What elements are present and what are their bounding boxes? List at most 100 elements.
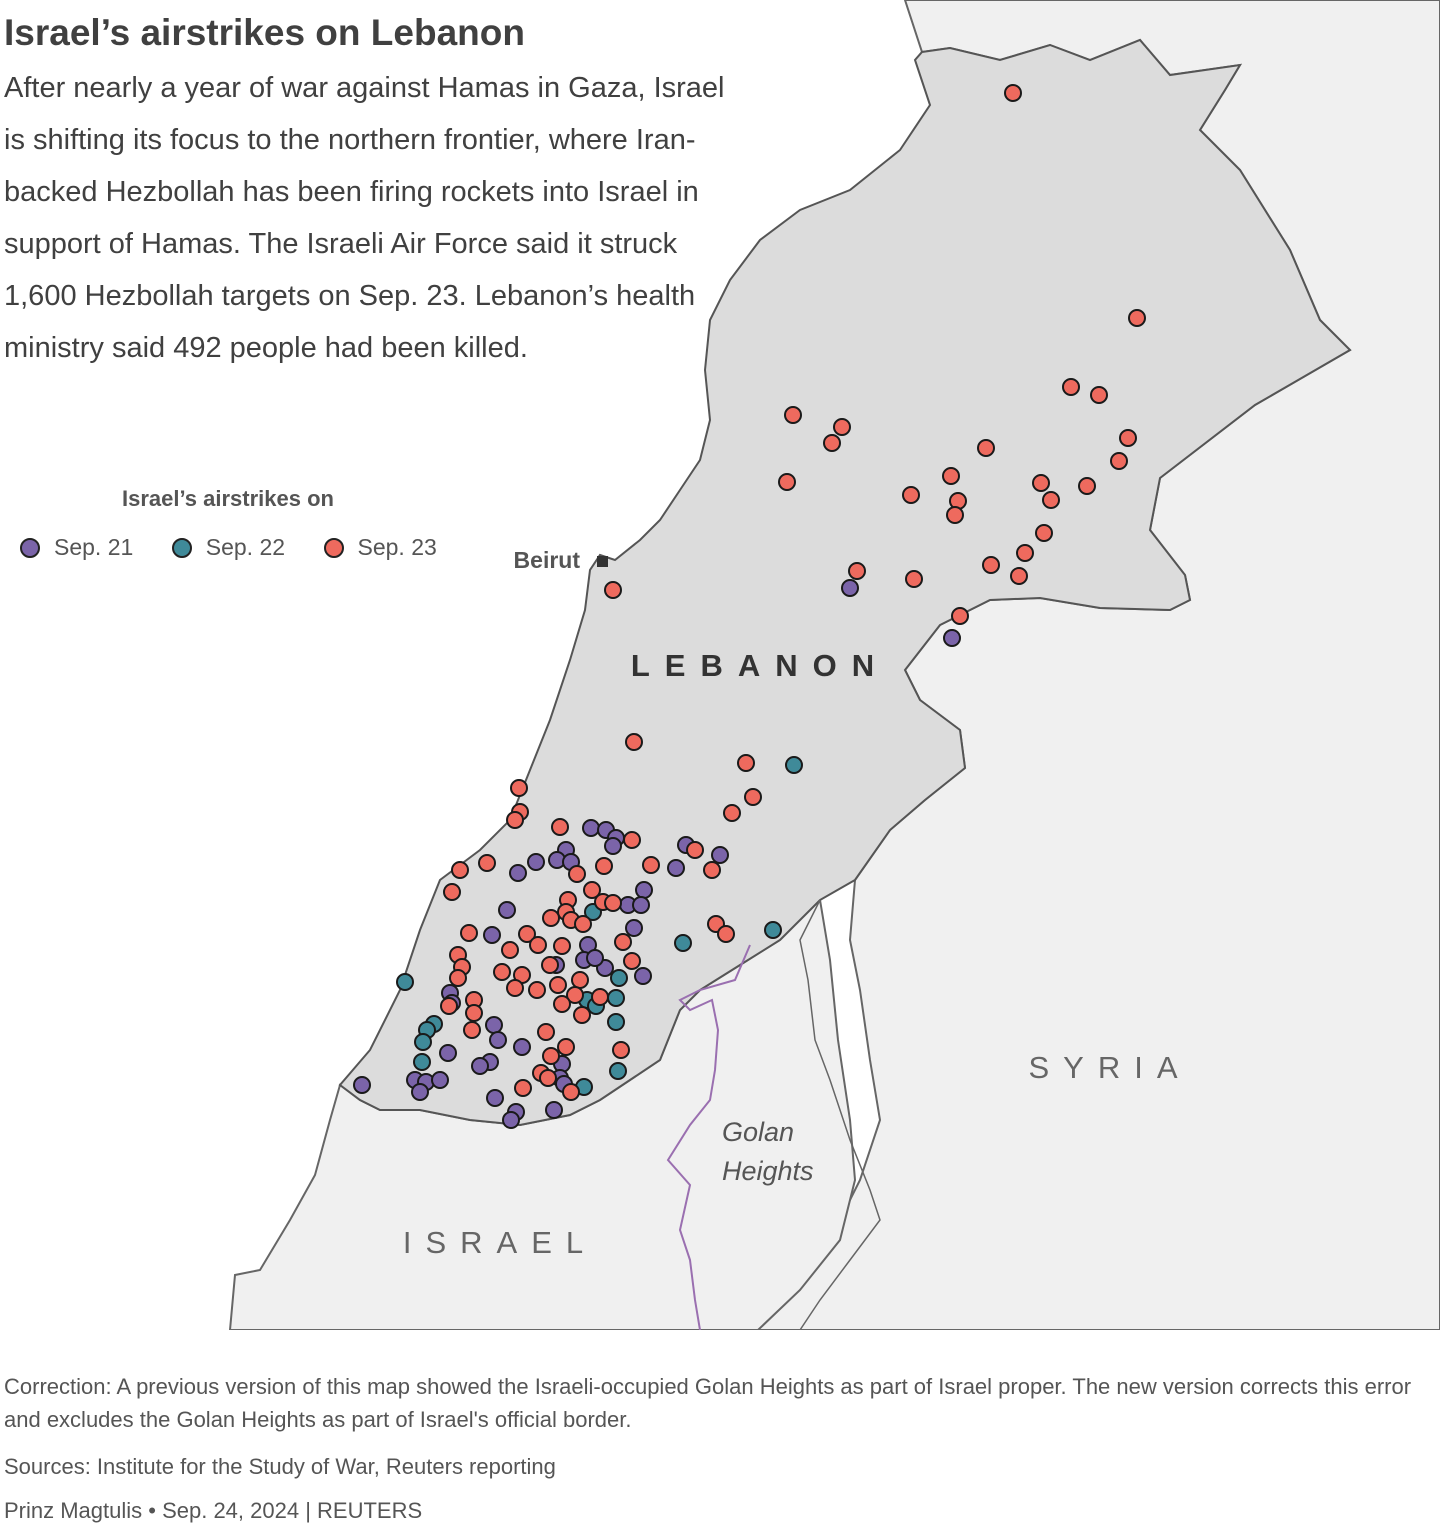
strike-marker-sep22 [607, 989, 625, 1007]
strike-marker-sep23 [737, 754, 755, 772]
legend-label-sep23: Sep. 23 [357, 534, 437, 560]
strike-marker-sep23 [463, 1021, 481, 1039]
page-title: Israel’s airstrikes on Lebanon [4, 12, 525, 53]
legend-item-sep22: Sep. 22 [171, 534, 285, 561]
strike-marker-sep23 [562, 1083, 580, 1101]
strike-marker-sep21 [509, 864, 527, 882]
lebanon-label: LEBANON [631, 648, 889, 683]
strike-marker-sep23 [506, 811, 524, 829]
strike-marker-sep23 [528, 981, 546, 999]
strike-marker-sep21 [411, 1083, 429, 1101]
strike-marker-sep23 [539, 1069, 557, 1087]
strike-marker-sep23 [982, 556, 1000, 574]
syria-label: SYRIA [1028, 1050, 1191, 1085]
strike-marker-sep23 [1042, 491, 1060, 509]
sources-note: Sources: Institute for the Study of War,… [4, 1454, 556, 1479]
strike-marker-sep21 [586, 949, 604, 967]
strike-marker-sep22 [609, 1062, 627, 1080]
strike-marker-sep23 [902, 486, 920, 504]
strike-marker-sep23 [460, 924, 478, 942]
strike-marker-sep21 [841, 579, 859, 597]
strike-marker-sep22 [413, 1053, 431, 1071]
strike-marker-sep23 [553, 995, 571, 1013]
strike-marker-sep23 [449, 969, 467, 987]
correction-note: Correction: A previous version of this m… [4, 1374, 1412, 1432]
strike-marker-sep23 [625, 733, 643, 751]
strike-marker-sep23 [623, 831, 641, 849]
strike-marker-sep23 [493, 963, 511, 981]
golan-heights-label-line1: Golan [722, 1117, 794, 1147]
strike-marker-sep21 [943, 629, 961, 647]
strike-marker-sep23 [553, 937, 571, 955]
strike-marker-sep23 [573, 1006, 591, 1024]
strike-marker-sep23 [451, 861, 469, 879]
map: LEBANON SYRIA ISRAEL Golan Heights Beiru… [228, 0, 1440, 1330]
strike-marker-sep23 [518, 925, 536, 943]
strike-marker-sep21 [527, 853, 545, 871]
strike-marker-sep21 [431, 1071, 449, 1089]
strike-marker-sep23 [501, 941, 519, 959]
strike-marker-sep21 [625, 919, 643, 937]
strike-marker-sep23 [905, 570, 923, 588]
strike-marker-sep23 [542, 1047, 560, 1065]
golan-heights-east-boundary [799, 899, 881, 1330]
strike-marker-sep23 [443, 883, 461, 901]
strike-marker-sep23 [557, 1038, 575, 1056]
israel-label: ISRAEL [403, 1225, 597, 1260]
credit-line: Prinz Magtulis • Sep. 24, 2024 | REUTERS [4, 1498, 423, 1523]
beirut-marker [597, 556, 608, 567]
strike-marker-sep23 [942, 467, 960, 485]
strike-marker-sep23 [568, 865, 586, 883]
strike-marker-sep21 [353, 1076, 371, 1094]
strike-marker-sep21 [513, 1038, 531, 1056]
strike-marker-sep21 [489, 1031, 507, 1049]
legend-label-sep21: Sep. 21 [54, 534, 134, 560]
strike-marker-sep23 [612, 1041, 630, 1059]
strike-marker-sep23 [604, 894, 622, 912]
strike-marker-sep23 [542, 909, 560, 927]
strike-marker-sep23 [465, 1004, 483, 1022]
legend-items: Sep. 21 Sep. 22 Sep. 23 [20, 534, 471, 563]
strike-marker-sep21 [604, 837, 622, 855]
strike-marker-sep23 [848, 562, 866, 580]
strike-marker-sep21 [634, 967, 652, 985]
strike-marker-sep23 [591, 988, 609, 1006]
strike-marker-sep23 [823, 434, 841, 452]
strike-marker-sep23 [1090, 386, 1108, 404]
strike-marker-sep21 [711, 846, 729, 864]
strike-marker-sep23 [549, 976, 567, 994]
strike-marker-sep23 [642, 856, 660, 874]
strike-marker-sep21 [498, 901, 516, 919]
strike-marker-sep23 [506, 979, 524, 997]
strike-marker-sep23 [977, 439, 995, 457]
strike-marker-sep21 [545, 1101, 563, 1119]
strike-marker-sep23 [1078, 477, 1096, 495]
strike-marker-sep21 [486, 1089, 504, 1107]
strike-marker-sep23 [537, 1023, 555, 1041]
strike-marker-sep23 [703, 861, 721, 879]
strike-marker-sep23 [686, 841, 704, 859]
strike-marker-sep23 [1032, 474, 1050, 492]
strike-marker-sep22 [764, 921, 782, 939]
strike-marker-sep23 [1119, 429, 1137, 447]
strike-marker-sep23 [1010, 567, 1028, 585]
strike-markers [353, 84, 1146, 1129]
strike-marker-sep22 [610, 969, 628, 987]
strike-marker-sep21 [485, 1016, 503, 1034]
strike-marker-sep23 [1035, 524, 1053, 542]
strike-marker-sep23 [551, 818, 569, 836]
strike-marker-sep23 [778, 473, 796, 491]
strike-marker-sep23 [951, 607, 969, 625]
legend-title: Israel’s airstrikes on [122, 486, 334, 511]
strike-marker-sep23 [478, 854, 496, 872]
strike-marker-sep23 [510, 779, 528, 797]
golan-heights-label-line2: Heights [722, 1156, 814, 1186]
strike-marker-sep22 [674, 934, 692, 952]
strike-marker-sep23 [784, 406, 802, 424]
strike-marker-sep21 [471, 1057, 489, 1075]
legend-swatch-sep22 [171, 537, 192, 558]
strike-marker-sep23 [717, 925, 735, 943]
strike-marker-sep23 [595, 857, 613, 875]
strike-marker-sep22 [785, 756, 803, 774]
deck-text: After nearly a year of war against Hamas… [4, 72, 725, 364]
